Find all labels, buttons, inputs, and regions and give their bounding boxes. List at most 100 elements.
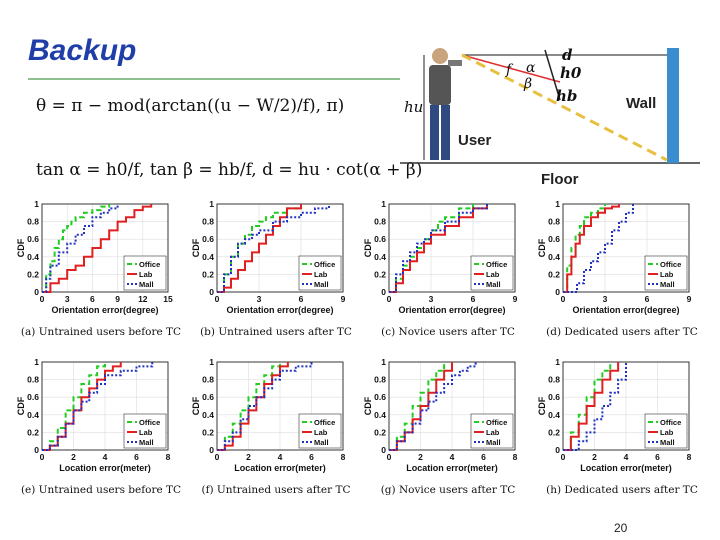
x-tick-label: 0 xyxy=(387,294,392,304)
chart-caption: (e) Untrained users before TC xyxy=(21,484,181,496)
legend-entry: Lab xyxy=(314,428,328,437)
y-tick-label: 0 xyxy=(381,287,386,297)
x-tick-label: 6 xyxy=(134,452,139,462)
title-divider xyxy=(28,78,400,80)
y-tick-label: 0.4 xyxy=(374,252,386,262)
y-axis-label: CDF xyxy=(363,396,373,415)
series-line-office xyxy=(217,362,281,451)
y-tick-label: 0.4 xyxy=(27,252,39,262)
y-tick-label: 0.6 xyxy=(27,392,39,402)
x-tick-label: 6 xyxy=(655,452,660,462)
y-tick-label: 0 xyxy=(555,445,560,455)
y-axis-label: CDF xyxy=(537,238,547,257)
y-tick-label: 0.2 xyxy=(27,427,39,437)
x-tick-label: 6 xyxy=(309,452,314,462)
hb-label: hb xyxy=(556,87,577,105)
y-tick-label: 0.6 xyxy=(202,234,214,244)
x-axis-label: Orientation error(degree) xyxy=(572,305,679,315)
y-axis-label: CDF xyxy=(16,396,26,415)
legend-entry: Lab xyxy=(486,270,500,279)
y-tick-label: 0 xyxy=(34,445,39,455)
y-tick-label: 0.8 xyxy=(202,375,214,385)
legend-entry: Lab xyxy=(660,270,674,279)
series-line-office xyxy=(563,204,606,293)
x-tick-label: 2 xyxy=(71,452,76,462)
h0-label: h0 xyxy=(560,64,582,82)
x-tick-label: 6 xyxy=(471,294,476,304)
y-tick-label: 0.2 xyxy=(374,427,386,437)
y-tick-label: 0 xyxy=(381,445,386,455)
x-tick-label: 9 xyxy=(687,294,692,304)
y-tick-label: 0.6 xyxy=(374,392,386,402)
plot-frame xyxy=(388,203,516,293)
x-tick-label: 6 xyxy=(90,294,95,304)
wall-shape xyxy=(667,48,679,163)
series-line-mall xyxy=(217,362,313,451)
x-tick-label: 15 xyxy=(163,294,173,304)
y-tick-label: 0.4 xyxy=(548,252,560,262)
y-tick-label: 0 xyxy=(34,287,39,297)
y-tick-label: 0.4 xyxy=(374,410,386,420)
y-tick-label: 1 xyxy=(209,199,214,209)
y-tick-label: 0.8 xyxy=(202,217,214,227)
y-tick-label: 1 xyxy=(381,199,386,209)
series-line-lab xyxy=(42,362,122,451)
legend-entry: Lab xyxy=(139,270,153,279)
x-axis-label: Orientation error(degree) xyxy=(398,305,505,315)
x-tick-label: 0 xyxy=(561,452,566,462)
y-tick-label: 0.4 xyxy=(202,252,214,262)
y-tick-label: 1 xyxy=(555,357,560,367)
angle-formula: tan α = h0/f, tan β = hb/f, d = hu · cot… xyxy=(36,160,423,180)
legend-entry: Office xyxy=(139,418,160,427)
x-tick-label: 4 xyxy=(624,452,629,462)
y-tick-label: 0 xyxy=(209,445,214,455)
x-tick-label: 3 xyxy=(257,294,262,304)
x-tick-label: 9 xyxy=(513,294,518,304)
series-line-lab xyxy=(217,204,302,293)
x-axis-label: Location error(meter) xyxy=(234,463,326,473)
x-tick-label: 4 xyxy=(450,452,455,462)
x-tick-label: 8 xyxy=(687,452,692,462)
user-figure xyxy=(429,48,462,160)
series-line-lab xyxy=(563,362,620,451)
beta-label: β xyxy=(523,76,532,92)
series-line-office xyxy=(389,204,474,293)
y-tick-label: 0.6 xyxy=(374,234,386,244)
legend-entry: Office xyxy=(660,260,681,269)
legend-entry: Lab xyxy=(660,428,674,437)
x-axis-label: Location error(meter) xyxy=(59,463,151,473)
legend-entry: Office xyxy=(486,418,507,427)
legend-entry: Lab xyxy=(314,270,328,279)
chart-caption: (h) Dedicated users after TC xyxy=(546,484,698,496)
y-tick-label: 0.6 xyxy=(548,392,560,402)
plot-frame xyxy=(562,203,690,293)
y-axis-label: CDF xyxy=(16,238,26,257)
y-axis-label: CDF xyxy=(191,396,201,415)
chart-caption: (g) Novice users after TC xyxy=(381,484,516,496)
series-line-lab xyxy=(563,204,620,293)
series-line-office xyxy=(563,362,612,451)
x-tick-label: 6 xyxy=(645,294,650,304)
x-tick-label: 2 xyxy=(592,452,597,462)
hu-label: hu xyxy=(404,98,423,116)
y-tick-label: 0.8 xyxy=(27,375,39,385)
x-tick-label: 0 xyxy=(387,452,392,462)
series-line-lab xyxy=(42,204,153,293)
user-label: User xyxy=(458,132,492,149)
x-tick-label: 4 xyxy=(278,452,283,462)
x-tick-label: 9 xyxy=(115,294,120,304)
series-line-mall xyxy=(42,204,119,293)
y-tick-label: 0.8 xyxy=(374,217,386,227)
page-number: 20 xyxy=(614,521,628,535)
legend-entry: Lab xyxy=(139,428,153,437)
x-tick-label: 9 xyxy=(341,294,346,304)
x-tick-label: 0 xyxy=(40,452,45,462)
